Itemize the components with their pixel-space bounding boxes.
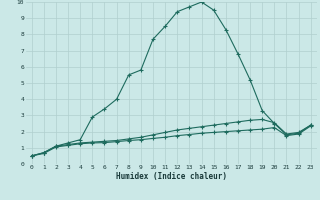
X-axis label: Humidex (Indice chaleur): Humidex (Indice chaleur) <box>116 172 227 181</box>
